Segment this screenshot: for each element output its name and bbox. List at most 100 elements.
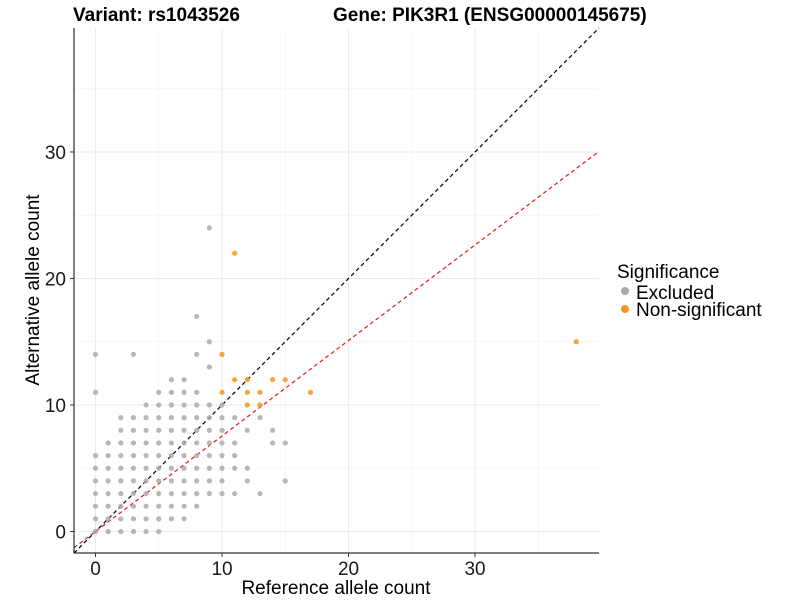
data-point (105, 528, 111, 535)
data-point (118, 503, 124, 509)
data-point (143, 465, 149, 471)
data-point (130, 415, 137, 421)
data-point (270, 377, 276, 383)
data-point (156, 516, 162, 522)
data-point (105, 490, 111, 497)
data-point (168, 478, 175, 484)
data-point (194, 351, 200, 357)
data-point (156, 503, 162, 509)
data-point (307, 389, 314, 395)
data-point (270, 440, 276, 446)
data-point (194, 503, 200, 509)
data-points (92, 225, 579, 535)
data-point (232, 250, 238, 256)
data-point (92, 465, 99, 471)
data-point (194, 440, 200, 446)
legend-label-non-significant: Non-significant (636, 300, 762, 321)
data-point (156, 465, 162, 471)
data-point (181, 402, 187, 408)
chart-title-gene: Gene: PIK3R1 (ENSG00000145675) (333, 5, 647, 26)
data-point (232, 452, 238, 459)
y-tick-label: 0 (55, 522, 66, 543)
data-point (130, 490, 137, 497)
data-point (219, 452, 225, 459)
data-point (168, 389, 175, 395)
data-point (156, 452, 162, 459)
data-point (168, 440, 175, 446)
data-point (130, 516, 137, 522)
data-point (219, 490, 225, 497)
data-point (232, 440, 238, 446)
data-point (105, 478, 111, 484)
data-point (168, 377, 175, 383)
data-point (92, 452, 99, 459)
data-point (118, 415, 124, 421)
data-point (244, 389, 250, 395)
data-point (206, 339, 212, 345)
data-point (143, 503, 149, 509)
data-point (143, 415, 149, 421)
data-point (244, 478, 250, 484)
series-excluded (92, 225, 288, 535)
data-point (156, 389, 162, 395)
data-point (181, 440, 187, 446)
data-point (244, 377, 250, 383)
data-point (181, 478, 187, 484)
data-point (181, 427, 187, 433)
data-point (244, 465, 250, 471)
data-point (181, 452, 187, 459)
data-point (168, 503, 175, 509)
data-point (118, 440, 124, 446)
data-point (194, 490, 200, 497)
data-point (194, 478, 200, 484)
reference-lines (73, 27, 600, 554)
data-point (168, 465, 175, 471)
data-point (168, 427, 175, 433)
data-point (206, 452, 212, 459)
data-point (206, 478, 212, 484)
data-point (143, 490, 149, 497)
data-point (92, 503, 99, 509)
data-point (219, 415, 225, 421)
legend-swatch-non-significant (621, 305, 629, 313)
data-point (118, 528, 124, 535)
x-tick-label: 0 (90, 559, 101, 580)
data-point (282, 377, 288, 383)
data-point (181, 389, 187, 395)
data-point (232, 465, 238, 471)
data-point (92, 528, 99, 535)
data-point (181, 490, 187, 497)
data-point (143, 452, 149, 459)
data-point (130, 503, 137, 509)
legend-label-excluded: Excluded (636, 283, 714, 304)
data-point (156, 415, 162, 421)
y-tick-label: 30 (45, 143, 66, 164)
data-point (130, 351, 137, 357)
data-point (232, 377, 238, 383)
data-point (130, 452, 137, 459)
data-point (156, 528, 162, 535)
data-point (118, 465, 124, 471)
data-point (206, 440, 212, 446)
data-point (257, 415, 263, 421)
legend-title: Significance (617, 262, 719, 283)
data-point (92, 351, 99, 357)
data-point (257, 402, 263, 408)
data-point (282, 478, 288, 484)
data-point (270, 427, 276, 433)
data-point (105, 465, 111, 471)
data-point (232, 490, 238, 497)
data-point (257, 490, 263, 497)
data-point (181, 503, 187, 509)
axes: 0 10 20 30 0 10 20 30 (45, 28, 599, 580)
data-point (118, 427, 124, 433)
data-point (130, 427, 137, 433)
data-point (92, 389, 99, 395)
data-point (105, 503, 111, 509)
data-point (105, 452, 111, 459)
data-point (194, 465, 200, 471)
y-tick-label: 20 (45, 269, 66, 290)
series-non-significant (219, 250, 579, 408)
